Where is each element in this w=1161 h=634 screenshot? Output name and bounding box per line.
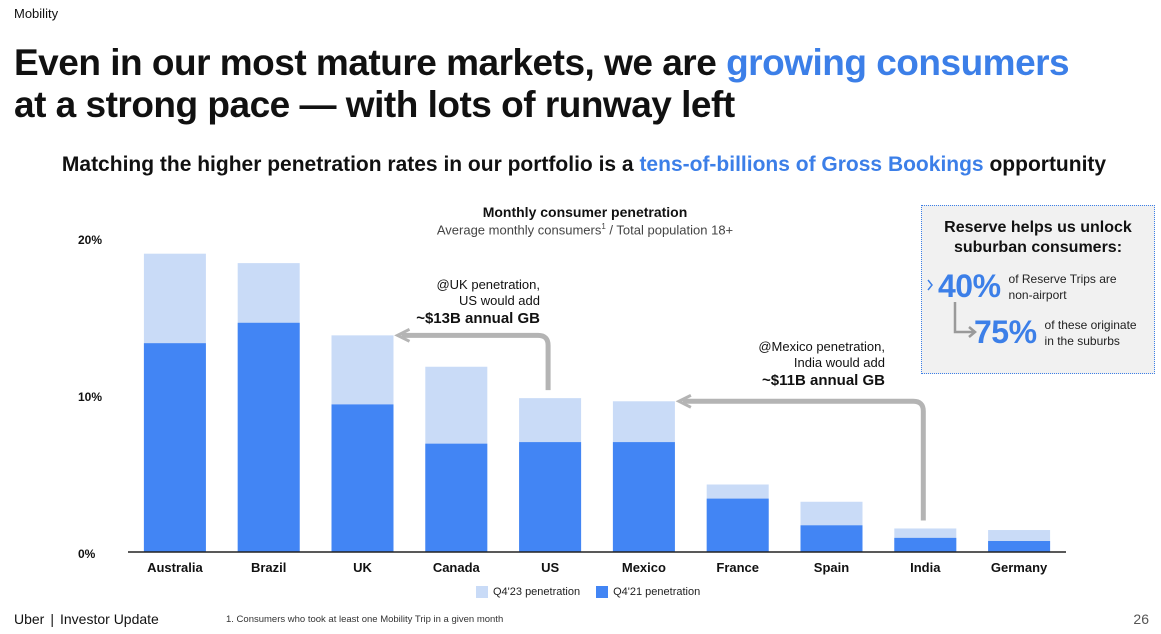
legend-label-q423: Q4'23 penetration	[493, 586, 581, 598]
reserve-stat-non-airport: 40% of Reserve Trips are non-airport	[938, 268, 1117, 305]
stat2-line1: of these originate	[1044, 317, 1137, 332]
bar-canada-q421	[425, 443, 488, 552]
title-highlight: growing consumers	[726, 42, 1070, 83]
subtitle-part-2: opportunity	[983, 153, 1107, 176]
stat1-value: 40%	[938, 268, 1001, 304]
y-tick-label: 10%	[78, 390, 102, 404]
footnote: 1. Consumers who took at least one Mobil…	[226, 614, 504, 625]
x-tick-label-uk: UK	[353, 560, 372, 575]
bar-us-q421	[519, 442, 582, 552]
bar-india-q421	[894, 537, 957, 552]
stat2-line2: in the suburbs	[1044, 333, 1120, 348]
chart-subtitle: Average monthly consumers1 / Total popul…	[380, 222, 790, 237]
stat2-text: of these originate in the suburbs	[1045, 317, 1137, 349]
title-part-1: Even in our most mature markets, we are	[14, 42, 727, 83]
india-callout: @Mexico penetration, India would add ~$1…	[690, 339, 885, 391]
chart-title: Monthly consumer penetration	[482, 204, 688, 220]
y-tick-label: 0%	[78, 547, 96, 561]
legend-label-q421: Q4'21 penetration	[613, 586, 701, 598]
bar-france-q421	[706, 498, 769, 552]
footer-brand: Uber | Investor Update	[14, 611, 159, 627]
india-to-mexico-arrow	[682, 398, 926, 521]
legend-swatch-q423	[476, 586, 488, 598]
bar-brazil-q421	[237, 322, 300, 552]
us-callout-value: ~$13B annual GB	[416, 310, 540, 327]
page-title: Even in our most mature markets, we are …	[14, 42, 1154, 126]
page-number: 26	[1133, 611, 1149, 627]
subtitle-highlight: tens-of-billions of Gross Bookings	[639, 153, 984, 176]
stat1-line1: of Reserve Trips are	[1008, 271, 1117, 286]
reserve-title-line1: Reserve helps us unlock	[944, 219, 1132, 236]
y-tick-label: 20%	[78, 233, 102, 247]
x-tick-label-canada: Canada	[433, 560, 481, 575]
legend-item-q421: Q4'21 penetration	[596, 586, 700, 598]
x-tick-label-india: India	[910, 560, 941, 575]
reserve-title-line2: suburban consumers:	[953, 239, 1123, 256]
us-to-uk-arrow-head-icon	[394, 327, 411, 343]
x-tick-label-germany: Germany	[991, 560, 1048, 575]
reserve-arrows	[927, 279, 977, 338]
page-subtitle: Matching the higher penetration rates in…	[0, 153, 1161, 177]
x-tick-label-us: US	[541, 560, 559, 575]
chart-subtitle-post: / Total population 18+	[605, 222, 734, 238]
bar-germany-q421	[988, 541, 1051, 552]
india-callout-line2: India would add	[793, 355, 885, 370]
india-to-mexico-arrow-head-icon	[675, 393, 692, 409]
chart-subtitle-footnote-ref: 1	[601, 222, 606, 231]
us-to-uk-arrow	[401, 332, 551, 391]
bar-mexico-q421	[612, 442, 675, 552]
title-part-2: at a strong pace — with lots of runway l…	[14, 84, 735, 125]
footer-separator: |	[50, 611, 54, 627]
bar-australia-q421	[143, 343, 206, 552]
x-tick-label-spain: Spain	[814, 560, 849, 575]
legend-swatch-q421	[596, 586, 609, 598]
india-callout-line1: @Mexico penetration,	[758, 339, 885, 354]
subtitle-part-1: Matching the higher penetration rates in…	[61, 153, 640, 176]
reserve-title: Reserve helps us unlock suburban consume…	[922, 218, 1154, 258]
us-callout-line2: US would add	[459, 293, 540, 308]
brand-logo: Uber	[14, 611, 45, 627]
chart-subtitle-pre: Average monthly consumers	[436, 222, 602, 238]
elbow-arrow-icon	[953, 302, 974, 334]
chart-legend: Q4'23 penetration Q4'21 penetration	[476, 586, 716, 598]
x-tick-label-mexico: Mexico	[622, 560, 666, 575]
bar-uk-q421	[331, 404, 394, 552]
footer-label: Investor Update	[60, 611, 159, 627]
stat1-text: of Reserve Trips are non-airport	[1009, 271, 1117, 303]
reserve-stat-suburbs: 75% of these originate in the suburbs	[974, 314, 1137, 351]
x-tick-label-australia: Australia	[147, 560, 203, 575]
stat1-line2: non-airport	[1008, 287, 1067, 302]
x-tick-label-france: France	[716, 560, 759, 575]
bar-spain-q421	[800, 525, 863, 552]
chevron-right-icon	[927, 279, 933, 291]
legend-item-q423: Q4'23 penetration	[476, 586, 580, 598]
stat2-value: 75%	[974, 314, 1037, 350]
reserve-info-box: Reserve helps us unlock suburban consume…	[921, 205, 1155, 374]
x-tick-label-brazil: Brazil	[251, 560, 286, 575]
section-label: Mobility	[14, 6, 59, 21]
arrow-head-icon	[968, 326, 977, 338]
us-callout-line1: @UK penetration,	[436, 277, 540, 292]
us-callout: @UK penetration, US would add ~$13B annu…	[340, 277, 540, 329]
india-callout-value: ~$11B annual GB	[762, 372, 885, 389]
